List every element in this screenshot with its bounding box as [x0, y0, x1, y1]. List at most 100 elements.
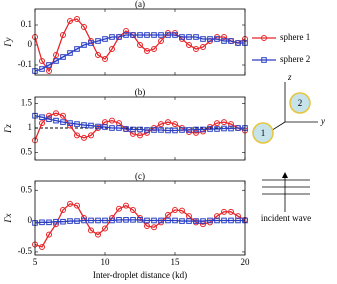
panel-title: (a) [135, 0, 145, 9]
marker [137, 32, 143, 38]
marker [158, 38, 164, 44]
marker [81, 42, 87, 48]
marker [74, 132, 80, 139]
marker [60, 32, 66, 38]
y-tick-label: 0 [28, 215, 33, 225]
marker [186, 218, 192, 224]
marker [137, 217, 143, 223]
y-tick-label: 0.5 [21, 147, 33, 157]
marker [235, 217, 241, 224]
marker [39, 58, 45, 64]
marker [102, 36, 108, 42]
marker [116, 125, 122, 131]
marker [39, 66, 45, 72]
marker [53, 218, 59, 225]
panel: (b) Γz 0.5 1 1.5 [3, 87, 248, 161]
marker [186, 127, 192, 133]
marker [172, 121, 178, 128]
marker [200, 126, 206, 133]
marker [130, 32, 136, 38]
marker [123, 28, 129, 34]
plot-frame [34, 180, 246, 256]
marker [193, 46, 199, 52]
marker [151, 32, 157, 38]
marker [158, 127, 164, 133]
caption: incident wave [261, 213, 311, 223]
marker [95, 52, 101, 58]
marker [172, 32, 178, 38]
marker [60, 119, 66, 125]
marker [88, 40, 94, 46]
marker [228, 125, 234, 132]
plot-frame [34, 96, 246, 161]
x-tick-label: 20 [241, 257, 251, 267]
plot-frame [34, 8, 246, 76]
marker [74, 218, 80, 224]
marker [200, 36, 206, 42]
marker [123, 32, 129, 38]
marker [144, 32, 150, 38]
y-tick-label: 1 [28, 122, 33, 132]
marker [95, 38, 101, 44]
marker [221, 119, 227, 126]
marker [67, 200, 73, 207]
series-line [34, 219, 245, 224]
x-tick-label: 5 [33, 257, 38, 267]
marker [172, 217, 178, 224]
marker [165, 119, 171, 126]
y-axis-label: Γx [3, 213, 13, 223]
geometry-diagram: z y 1 2 incident wave [252, 72, 325, 223]
marker [74, 121, 80, 127]
marker [186, 34, 192, 40]
marker [88, 132, 94, 139]
marker [165, 32, 171, 38]
marker [67, 218, 73, 224]
marker [144, 223, 150, 230]
marker [102, 124, 108, 130]
marker [165, 211, 171, 218]
marker [137, 126, 143, 133]
marker [81, 134, 87, 141]
marker [116, 34, 122, 40]
sphere [289, 92, 311, 114]
marker [207, 126, 213, 132]
legend-label: sphere 1 [280, 32, 310, 42]
panel-title: (b) [135, 87, 146, 97]
marker [60, 206, 66, 213]
marker [88, 217, 94, 224]
marker [235, 40, 241, 46]
marker [46, 62, 52, 68]
marker [60, 54, 66, 60]
marker [193, 129, 199, 136]
y-axis-label: Γy [3, 37, 13, 47]
marker [186, 42, 192, 48]
y-tick-label: 1.5 [21, 97, 33, 107]
panel-title: (c) [135, 171, 145, 181]
marker [81, 24, 87, 30]
marker [67, 120, 73, 126]
marker [214, 126, 220, 132]
y-label: y [320, 116, 325, 126]
marker [221, 34, 227, 40]
marker [221, 38, 227, 44]
marker [109, 34, 115, 40]
marker [46, 231, 52, 238]
marker [109, 125, 115, 131]
marker [228, 208, 234, 215]
marker [53, 117, 59, 124]
marker [53, 52, 59, 58]
marker [172, 127, 178, 134]
marker [102, 56, 108, 62]
marker [46, 68, 52, 74]
marker [235, 125, 241, 131]
x-tick-label: 15 [171, 257, 181, 267]
marker [151, 127, 157, 133]
marker [60, 218, 66, 225]
marker [165, 127, 171, 134]
series-line [34, 203, 246, 248]
marker [158, 217, 164, 224]
panel: (a) Γy -0.1 0 0.1 sphere 1 sphere 2 [3, 0, 310, 76]
marker [193, 218, 199, 224]
z-label: z [287, 72, 292, 82]
